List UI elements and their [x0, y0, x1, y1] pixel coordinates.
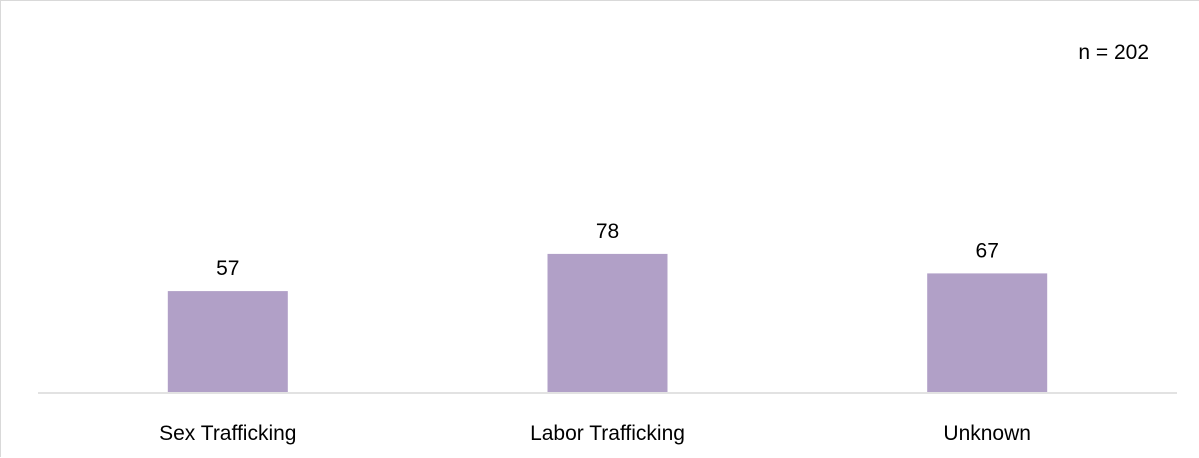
category-label-unknown: Unknown [943, 422, 1031, 445]
bar-sex-trafficking [167, 291, 288, 392]
bar-labor-trafficking [547, 253, 668, 392]
data-label-sex-trafficking: 57 [216, 257, 239, 280]
category-label-labor-trafficking: Labor Trafficking [530, 422, 685, 445]
data-label-unknown: 67 [976, 239, 999, 262]
category-label-sex-trafficking: Sex Trafficking [159, 422, 296, 445]
data-label-labor-trafficking: 78 [596, 220, 619, 243]
bar-unknown [927, 273, 1048, 392]
bars-group: 57 Sex Trafficking 78 Labor Trafficking 67 Un… [159, 220, 1048, 445]
sample-size-note: n = 202 [1078, 41, 1149, 64]
